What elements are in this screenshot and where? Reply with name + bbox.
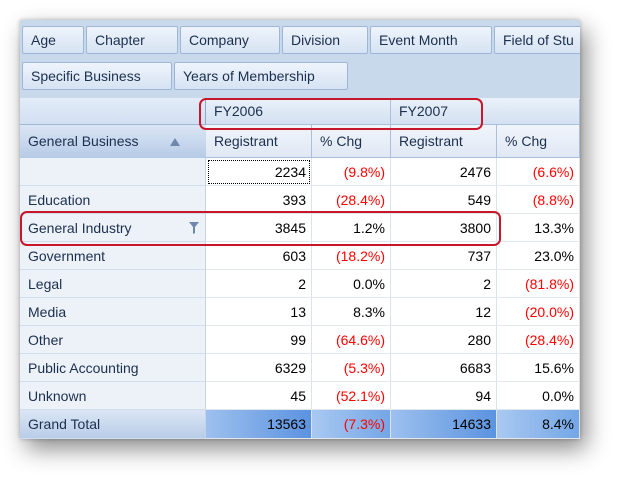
cell-fy2006-pct-chg[interactable]: (28.4%) [312, 186, 391, 214]
cell-fy2006-registrant[interactable]: 603 [206, 242, 312, 270]
cell-fy2006-pct-chg[interactable]: (64.6%) [312, 326, 391, 354]
cell-fy2006-pct-chg[interactable]: 1.2% [312, 214, 391, 242]
row-label[interactable]: Government [20, 242, 206, 270]
field-chip-event-month[interactable]: Event Month [370, 26, 492, 54]
cell-fy2006-registrant[interactable]: 13 [206, 298, 312, 326]
cell-fy2007-pct-chg[interactable]: (8.8%) [497, 186, 580, 214]
cell-fy2007-registrant[interactable]: 737 [391, 242, 497, 270]
table-row: Legal 2 0.0% 2 (81.8%) [20, 270, 580, 298]
cell-fy2007-pct-chg[interactable]: 0.0% [497, 382, 580, 410]
col-header-fy2006-registrant[interactable]: Registrant [206, 125, 312, 158]
cell-fy2006-registrant[interactable]: 3845 [206, 214, 312, 242]
filter-funnel-icon[interactable] [189, 222, 199, 234]
cell-fy2007-pct-chg[interactable]: (20.0%) [497, 298, 580, 326]
cell-fy2007-registrant[interactable]: 94 [391, 382, 497, 410]
row-label-general-industry[interactable]: General Industry [20, 214, 206, 242]
row-label[interactable]: Media [20, 298, 206, 326]
field-chip-chapter[interactable]: Chapter [86, 26, 178, 54]
table-row: Media 13 8.3% 12 (20.0%) [20, 298, 580, 326]
table-row: Public Accounting 6329 (5.3%) 6683 15.6% [20, 354, 580, 382]
field-chip-years-of-membership[interactable]: Years of Membership [174, 62, 348, 90]
table-row: Other 99 (64.6%) 280 (28.4%) [20, 326, 580, 354]
cell-total-fy2007-pct-chg[interactable]: 8.4% [497, 410, 580, 439]
cell-fy2006-registrant[interactable]: 2234 [206, 158, 312, 186]
sort-ascending-icon[interactable] [170, 138, 180, 146]
cell-fy2007-pct-chg[interactable]: 23.0% [497, 242, 580, 270]
cell-fy2006-pct-chg[interactable]: 8.3% [312, 298, 391, 326]
row-label[interactable]: Other [20, 326, 206, 354]
grand-total-row: Grand Total 13563 (7.3%) 14633 8.4% [20, 410, 580, 439]
table-row: General Industry 3845 1.2% 3800 13.3% [20, 214, 580, 242]
cell-fy2006-pct-chg[interactable]: (18.2%) [312, 242, 391, 270]
row-field-label: General Business [28, 133, 139, 149]
cell-fy2006-pct-chg[interactable]: (9.8%) [312, 158, 391, 186]
cell-total-fy2007-registrant[interactable]: 14633 [391, 410, 497, 439]
year-header-fy2007[interactable]: FY2007 [391, 99, 580, 124]
cell-fy2006-pct-chg[interactable]: (52.1%) [312, 382, 391, 410]
cell-fy2007-pct-chg[interactable]: (28.4%) [497, 326, 580, 354]
grand-total-label[interactable]: Grand Total [20, 410, 206, 439]
cell-fy2007-pct-chg[interactable]: 15.6% [497, 354, 580, 382]
cell-fy2007-pct-chg[interactable]: (6.6%) [497, 158, 580, 186]
row-label-text: General Industry [28, 220, 132, 236]
cell-fy2006-registrant[interactable]: 45 [206, 382, 312, 410]
cell-fy2006-pct-chg[interactable]: (5.3%) [312, 354, 391, 382]
cell-total-fy2006-registrant[interactable]: 13563 [206, 410, 312, 439]
col-header-fy2007-pct-chg[interactable]: % Chg [497, 125, 580, 158]
field-chip-company[interactable]: Company [180, 26, 280, 54]
table-row: Unknown 45 (52.1%) 94 0.0% [20, 382, 580, 410]
cell-fy2007-registrant[interactable]: 6683 [391, 354, 497, 382]
cell-fy2006-registrant[interactable]: 99 [206, 326, 312, 354]
cell-fy2006-pct-chg[interactable]: 0.0% [312, 270, 391, 298]
row-label[interactable]: Unknown [20, 382, 206, 410]
field-chip-division[interactable]: Division [282, 26, 368, 54]
col-header-fy2006-pct-chg[interactable]: % Chg [312, 125, 391, 158]
row-label[interactable]: Public Accounting [20, 354, 206, 382]
row-label[interactable] [20, 158, 206, 186]
cell-total-fy2006-pct-chg[interactable]: (7.3%) [312, 410, 391, 439]
table-row: 2234 (9.8%) 2476 (6.6%) [20, 158, 580, 186]
cell-fy2006-registrant[interactable]: 393 [206, 186, 312, 214]
filter-header-area: Age Chapter Company Division Event Month… [20, 20, 580, 98]
cell-fy2007-registrant[interactable]: 2476 [391, 158, 497, 186]
cell-fy2007-registrant[interactable]: 280 [391, 326, 497, 354]
field-chip-field-of-study[interactable]: Field of Stu [494, 26, 580, 54]
table-row: Education 393 (28.4%) 549 (8.8%) [20, 186, 580, 214]
cell-fy2007-registrant[interactable]: 549 [391, 186, 497, 214]
cell-fy2007-pct-chg[interactable]: 13.3% [497, 214, 580, 242]
cell-fy2006-registrant[interactable]: 2 [206, 270, 312, 298]
cell-fy2007-registrant[interactable]: 12 [391, 298, 497, 326]
pivot-grid: Age Chapter Company Division Event Month… [20, 20, 580, 439]
cell-fy2007-pct-chg[interactable]: (81.8%) [497, 270, 580, 298]
row-label[interactable]: Education [20, 186, 206, 214]
row-label[interactable]: Legal [20, 270, 206, 298]
row-field-general-business[interactable]: General Business [20, 124, 206, 158]
col-header-fy2007-registrant[interactable]: Registrant [391, 125, 497, 158]
cell-fy2007-registrant[interactable]: 3800 [391, 214, 497, 242]
cell-fy2006-registrant[interactable]: 6329 [206, 354, 312, 382]
year-header-fy2006[interactable]: FY2006 [206, 99, 391, 124]
cell-fy2007-registrant[interactable]: 2 [391, 270, 497, 298]
field-chip-age[interactable]: Age [22, 26, 84, 54]
table-row: Government 603 (18.2%) 737 23.0% [20, 242, 580, 270]
field-chip-specific-business[interactable]: Specific Business [22, 62, 172, 90]
